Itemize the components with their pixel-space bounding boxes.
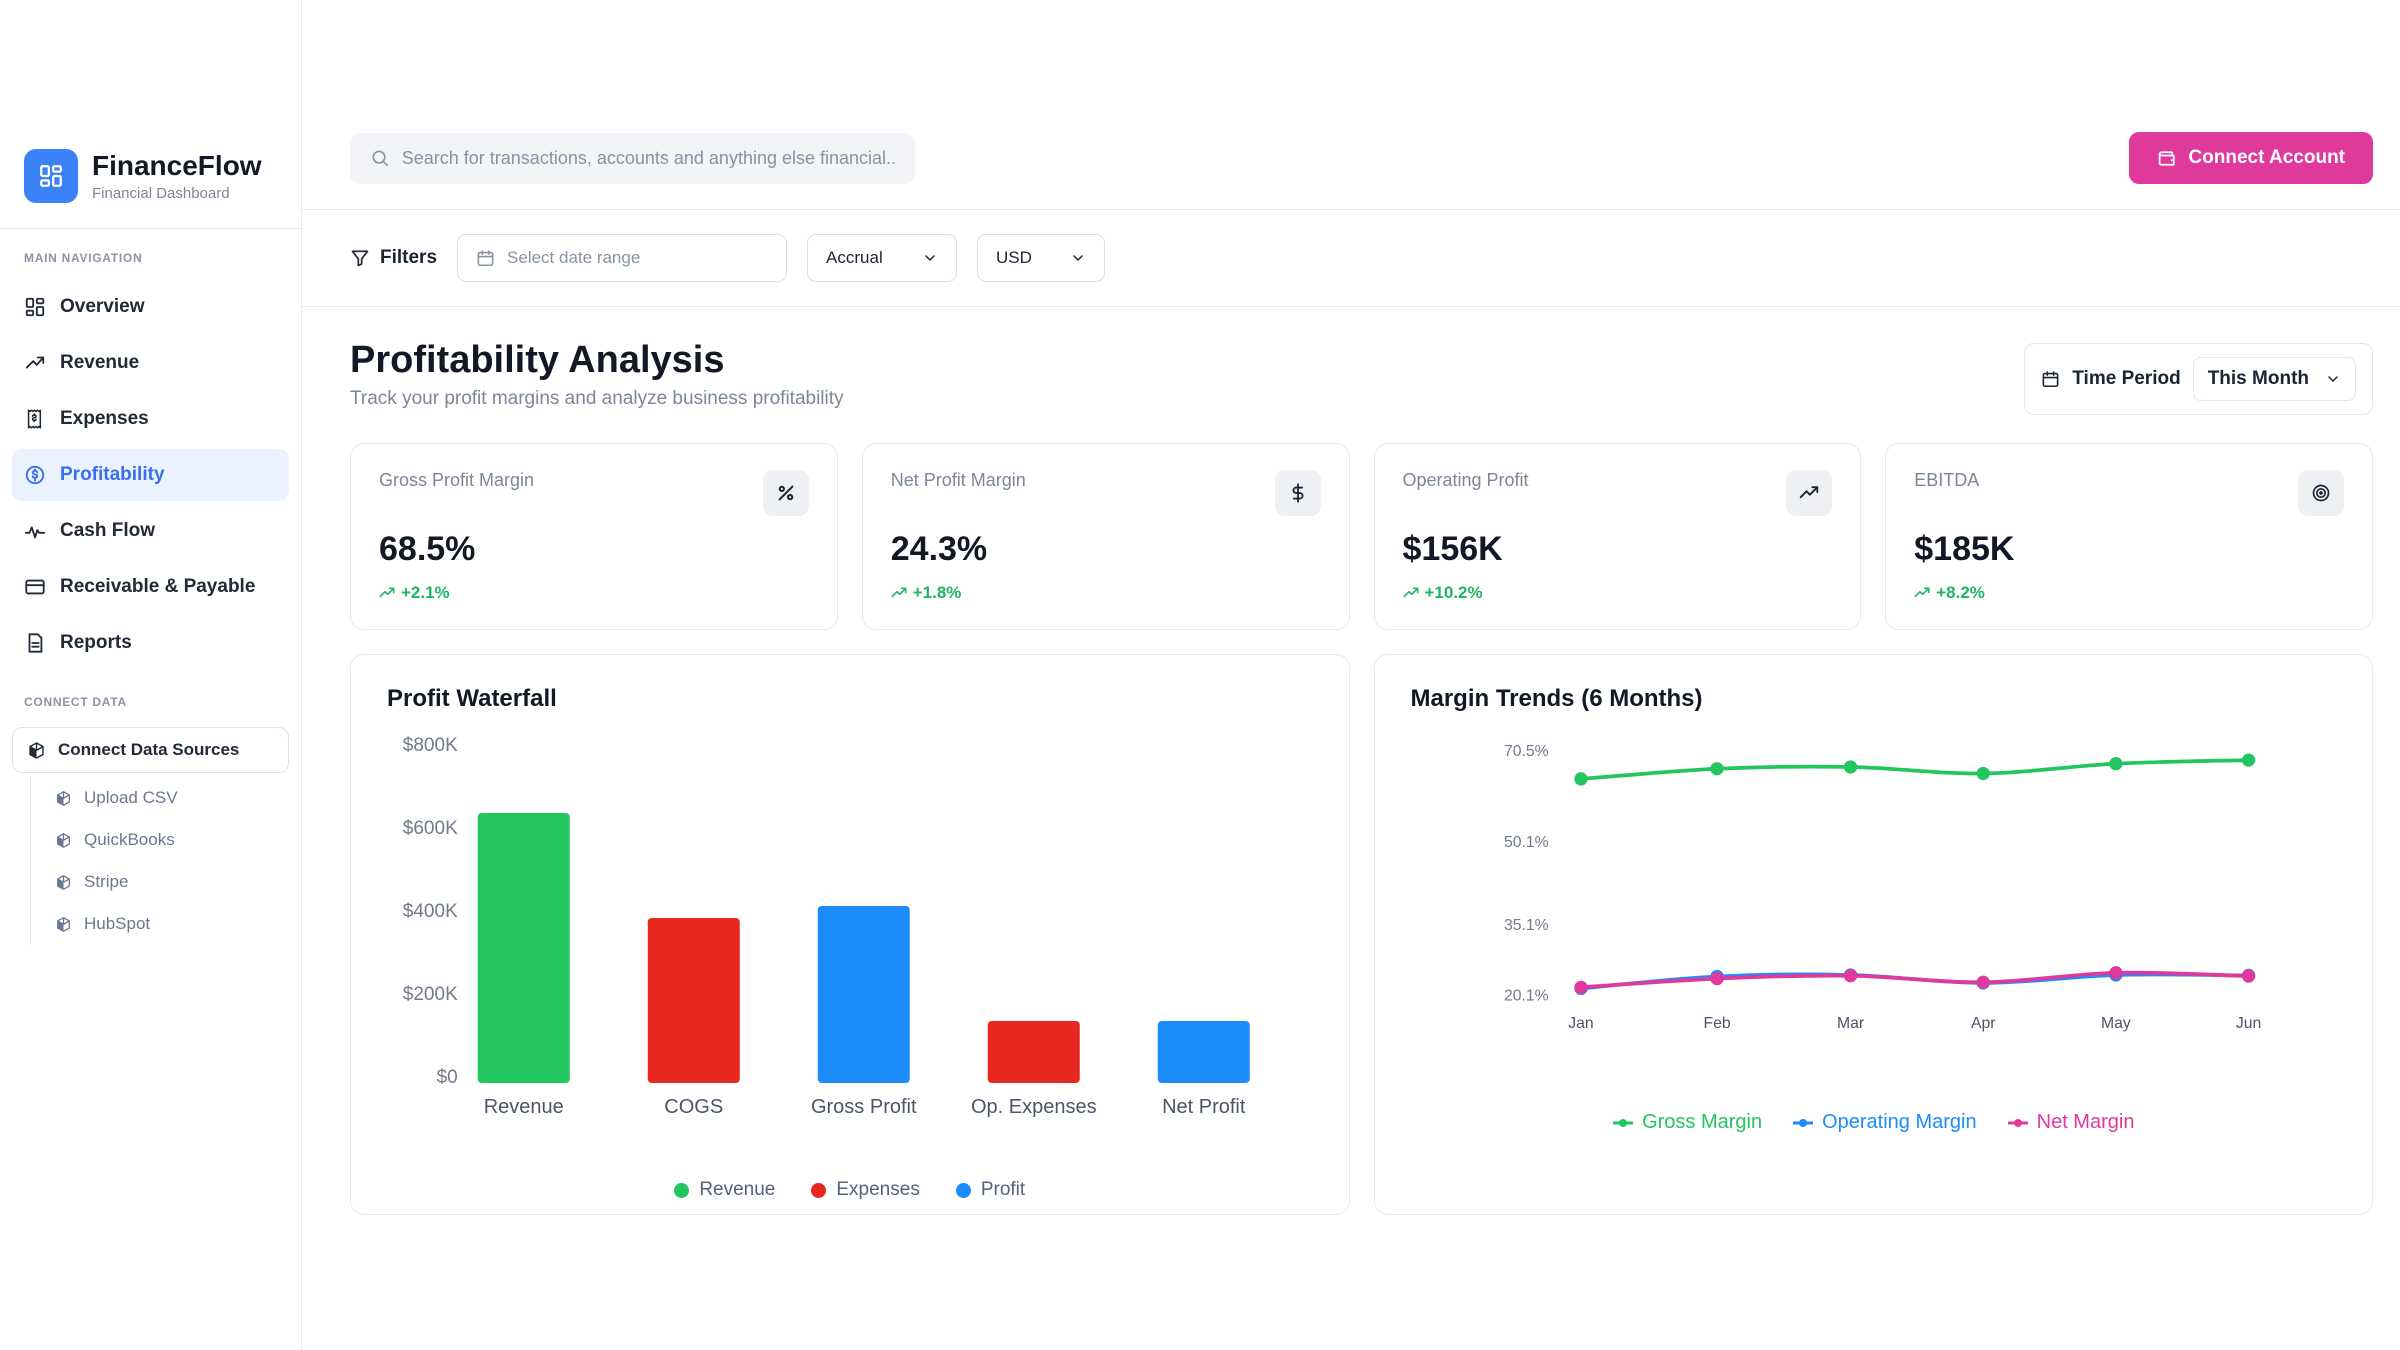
svg-text:$0: $0	[437, 1067, 458, 1088]
svg-text:$800K: $800K	[403, 735, 458, 756]
svg-text:Gross Profit: Gross Profit	[811, 1096, 917, 1118]
svg-text:Feb: Feb	[1703, 1015, 1730, 1032]
svg-text:70.5%: 70.5%	[1504, 743, 1549, 760]
svg-text:Jun: Jun	[2235, 1015, 2260, 1032]
svg-text:$600K: $600K	[403, 818, 458, 839]
svg-text:20.1%: 20.1%	[1504, 988, 1549, 1005]
svg-text:Net Profit: Net Profit	[1162, 1096, 1246, 1118]
svg-text:Mar: Mar	[1836, 1015, 1863, 1032]
svg-text:May: May	[2101, 1015, 2131, 1032]
svg-text:Revenue: Revenue	[484, 1096, 564, 1118]
svg-text:Op. Expenses: Op. Expenses	[971, 1096, 1097, 1118]
svg-text:$400K: $400K	[403, 901, 458, 922]
svg-text:COGS: COGS	[664, 1096, 723, 1118]
svg-text:Apr: Apr	[1970, 1015, 1995, 1032]
svg-text:Jan: Jan	[1568, 1015, 1593, 1032]
svg-text:50.1%: 50.1%	[1504, 834, 1549, 851]
svg-text:$200K: $200K	[403, 984, 458, 1005]
svg-text:35.1%: 35.1%	[1504, 917, 1549, 934]
